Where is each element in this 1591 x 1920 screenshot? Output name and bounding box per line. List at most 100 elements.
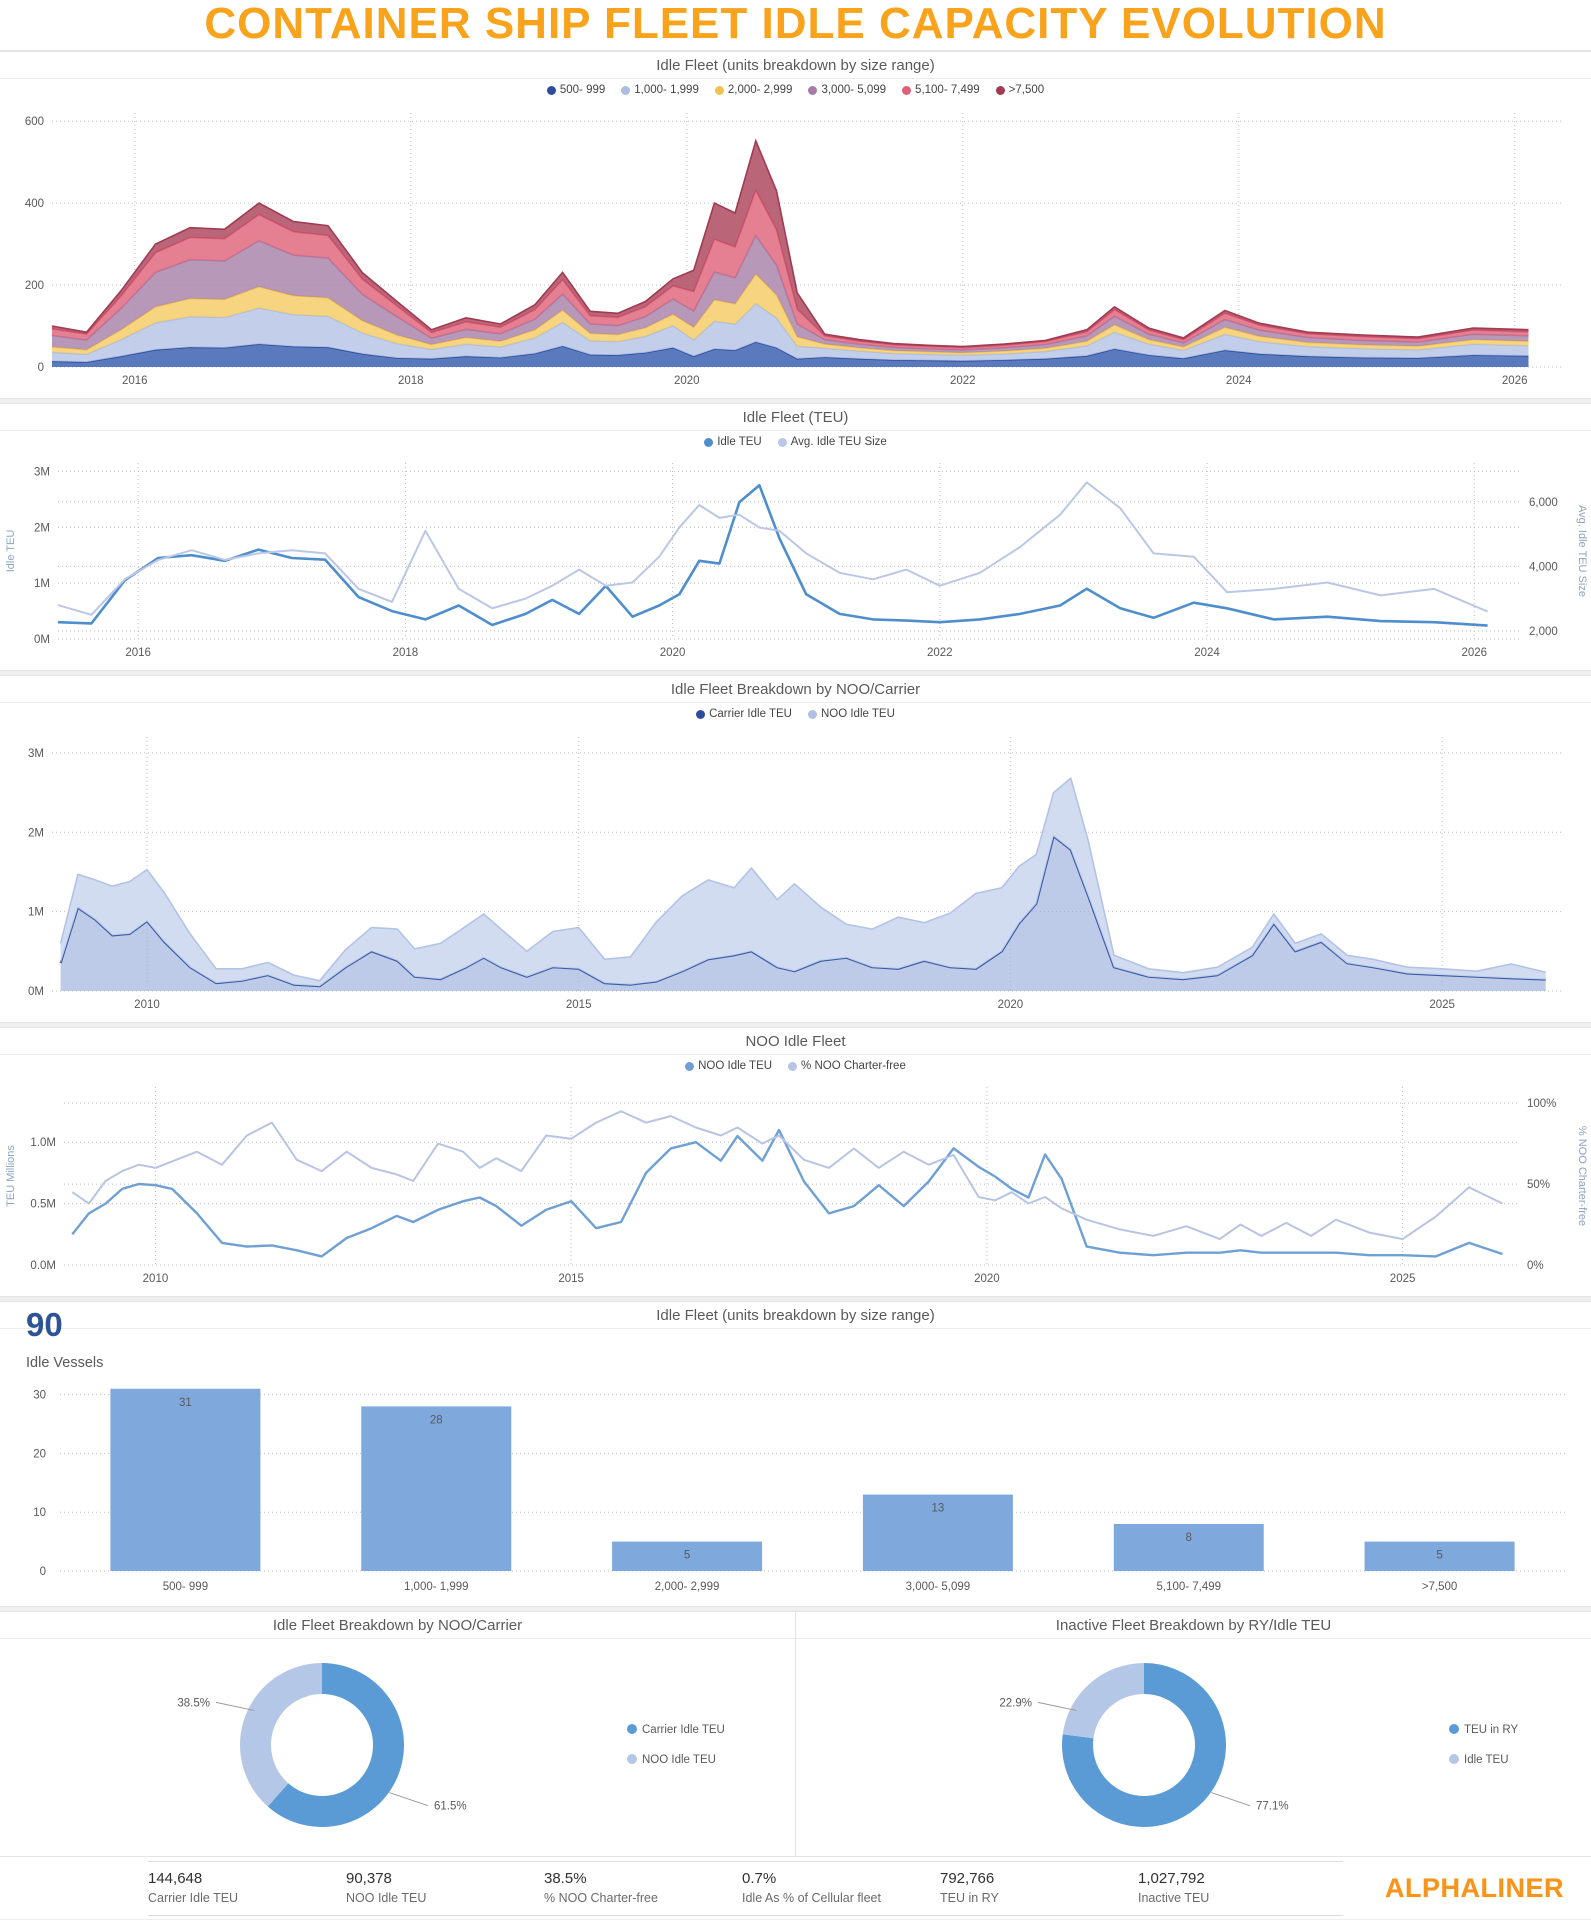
svg-text:200: 200	[25, 280, 44, 292]
donut-title-inactive: Inactive Fleet Breakdown by RY/Idle TEU	[796, 1612, 1591, 1639]
stat-inactive-teu: 1,027,792 Inactive TEU	[1138, 1870, 1336, 1905]
svg-text:2018: 2018	[393, 647, 419, 659]
svg-text:Idle TEU: Idle TEU	[5, 530, 17, 573]
stat-idle-pct-cellular: 0.7% Idle As % of Cellular fleet	[742, 1870, 940, 1905]
svg-text:NOO Idle TEU: NOO Idle TEU	[642, 1754, 716, 1766]
svg-text:0: 0	[38, 362, 44, 374]
stat-label: TEU in RY	[940, 1890, 999, 1905]
legend-dot	[696, 709, 706, 719]
svg-text:5: 5	[1436, 1550, 1442, 1562]
legend-item-idle-teu[interactable]: Idle TEU	[704, 436, 762, 448]
legend-item-noo-idle-teu[interactable]: NOO Idle TEU	[807, 708, 895, 720]
page-header: CONTAINER SHIP FLEET IDLE CAPACITY EVOLU…	[0, 0, 1591, 51]
svg-text:2018: 2018	[398, 375, 424, 387]
stat-value: 38.5%	[544, 1869, 587, 1887]
area-chart-noo-carrier[interactable]: 0M 1M 2M 3M 2010 2015 2020 2025	[0, 725, 1591, 1022]
svg-text:2M: 2M	[28, 827, 44, 839]
legend-label: 1,000- 1,999	[634, 84, 699, 96]
svg-text:2022: 2022	[927, 647, 953, 659]
svg-text:1M: 1M	[34, 578, 50, 590]
legend-item--7-500[interactable]: >7,500	[995, 84, 1045, 96]
legend-label: Carrier Idle TEU	[709, 708, 792, 720]
line-chart-noo-idle[interactable]: 0.0M 0.5M 1.0M 0% 50% 100% 2010 2015 2020 2025 TEU…	[0, 1077, 1591, 1296]
legend-noo-idle-fleet: NOO Idle TEU % NOO Charter-free	[0, 1055, 1591, 1077]
donut-chart-inactive[interactable]: 77.1% 22.9% TEU in RY Idle TEU	[796, 1639, 1591, 1856]
legend-label: % NOO Charter-free	[801, 1060, 906, 1072]
legend-dot	[704, 437, 714, 447]
legend-item-5-100-7-499[interactable]: 5,100- 7,499	[902, 84, 980, 96]
svg-text:100%: 100%	[1527, 1098, 1556, 1110]
chart-title-idle-fleet-teu: Idle Fleet (TEU)	[0, 404, 1591, 431]
donut-chart-noo-carrier[interactable]: 61.5% 38.5% Carrier Idle TEU NOO Idle TEU	[0, 1639, 795, 1856]
stat-label: NOO Idle TEU	[346, 1890, 427, 1905]
page-title: CONTAINER SHIP FLEET IDLE CAPACITY EVOLU…	[204, 0, 1387, 48]
svg-text:2024: 2024	[1226, 375, 1252, 387]
summary-stats-bar: 144,648 Carrier Idle TEU 90,378 NOO Idle…	[0, 1857, 1591, 1919]
svg-text:0: 0	[40, 1566, 46, 1578]
legend-item-500-999[interactable]: 500- 999	[546, 84, 605, 96]
legend-item--noo-charter-free[interactable]: % NOO Charter-free	[788, 1060, 906, 1072]
legend-label: 2,000- 2,999	[727, 84, 793, 96]
svg-text:2025: 2025	[1429, 999, 1455, 1011]
chart-title-noo-idle-fleet: NOO Idle Fleet	[0, 1028, 1591, 1055]
legend-item-2-000-2-999[interactable]: 2,000- 2,999	[714, 84, 793, 96]
legend-item-carrier-idle-teu[interactable]: Carrier Idle TEU	[696, 708, 792, 720]
svg-text:2026: 2026	[1502, 375, 1528, 387]
svg-text:600: 600	[25, 116, 44, 128]
svg-text:1M: 1M	[28, 907, 44, 919]
legend-dot	[788, 1061, 798, 1071]
stat-label: Idle As % of Cellular fleet	[742, 1890, 881, 1905]
svg-text:0.5M: 0.5M	[30, 1199, 56, 1211]
legend-label: Avg. Idle TEU Size	[790, 436, 887, 448]
svg-text:2,000- 2,999: 2,000- 2,999	[655, 1581, 720, 1593]
legend-label: >7,500	[1008, 84, 1045, 96]
stat-value: 144,648	[148, 1869, 203, 1887]
panel-idle-fleet-units: Idle Fleet (units breakdown by size rang…	[0, 51, 1591, 399]
panel-donut-noo-carrier: Idle Fleet Breakdown by NOO/Carrier 61.5…	[0, 1611, 795, 1857]
svg-text:4,000: 4,000	[1529, 561, 1558, 573]
stat-pct-noo-charter-free: 38.5% % NOO Charter-free	[544, 1870, 742, 1905]
svg-text:2M: 2M	[34, 522, 50, 534]
svg-text:Idle TEU: Idle TEU	[1464, 1754, 1509, 1766]
legend-idle-fleet-units: 500- 999 1,000- 1,999 2,000- 2,999 3,000- 5…	[0, 79, 1591, 101]
legend-item-avg-idle-teu-size[interactable]: Avg. Idle TEU Size	[777, 436, 887, 448]
svg-text:28: 28	[430, 1414, 443, 1426]
panel-donut-inactive: Inactive Fleet Breakdown by RY/Idle TEU …	[795, 1611, 1591, 1857]
svg-text:1,000- 1,999: 1,000- 1,999	[404, 1581, 469, 1593]
stacked-area-chart-size-range[interactable]: 0 200 400 600 2016 2018 2020 2022 2024 2026	[0, 101, 1591, 398]
legend-dot	[621, 85, 631, 95]
svg-text:31: 31	[179, 1397, 192, 1409]
svg-text:>7,500: >7,500	[1422, 1581, 1458, 1593]
stat-carrier-idle-teu: 144,648 Carrier Idle TEU	[148, 1870, 346, 1905]
legend-idle-fleet-teu: Idle TEU Avg. Idle TEU Size	[0, 431, 1591, 453]
bar-chart-size-range[interactable]: 0 10 20 30 31 500- 999 28 1,000- 1,999 5 2,000- 2…	[0, 1329, 1591, 1606]
legend-label: NOO Idle TEU	[698, 1060, 773, 1072]
svg-text:2010: 2010	[143, 1273, 169, 1285]
legend-label: 3,000- 5,099	[821, 84, 887, 96]
panel-noo-carrier-breakdown: Idle Fleet Breakdown by NOO/Carrier Carr…	[0, 675, 1591, 1023]
legend-dot	[546, 85, 556, 95]
panel-idle-fleet-teu: Idle Fleet (TEU) Idle TEU Avg. Idle TEU S…	[0, 403, 1591, 671]
line-chart-idle-teu[interactable]: 0M 1M 2M 3M 2,000 4,000 6,000 2016 2018 2020 2022 2…	[0, 453, 1591, 670]
legend-dot	[902, 85, 912, 95]
stat-label: % NOO Charter-free	[544, 1890, 658, 1905]
svg-text:2025: 2025	[1390, 1273, 1416, 1285]
stat-value: 0.7%	[742, 1869, 777, 1887]
legend-dot	[714, 85, 724, 95]
svg-text:8: 8	[1186, 1532, 1192, 1544]
legend-item-1-000-1-999[interactable]: 1,000- 1,999	[621, 84, 699, 96]
legend-dot	[777, 437, 787, 447]
legend-item-3-000-5-099[interactable]: 3,000- 5,099	[808, 84, 886, 96]
svg-text:2022: 2022	[950, 375, 976, 387]
stat-value: 1,027,792	[1138, 1869, 1205, 1887]
panel-idle-vessels-bars: Idle Fleet (units breakdown by size rang…	[0, 1301, 1591, 1607]
svg-text:1.0M: 1.0M	[30, 1137, 56, 1149]
svg-text:% NOO Charter-free: % NOO Charter-free	[1576, 1126, 1588, 1226]
donut-title-noo-carrier: Idle Fleet Breakdown by NOO/Carrier	[0, 1612, 795, 1639]
stat-noo-idle-teu: 90,378 NOO Idle TEU	[346, 1870, 544, 1905]
svg-text:38.5%: 38.5%	[177, 1697, 210, 1709]
legend-item-noo-idle-teu[interactable]: NOO Idle TEU	[685, 1060, 772, 1072]
svg-text:30: 30	[33, 1390, 46, 1402]
svg-text:2015: 2015	[558, 1273, 584, 1285]
stat-teu-in-ry: 792,766 TEU in RY	[940, 1870, 1138, 1905]
